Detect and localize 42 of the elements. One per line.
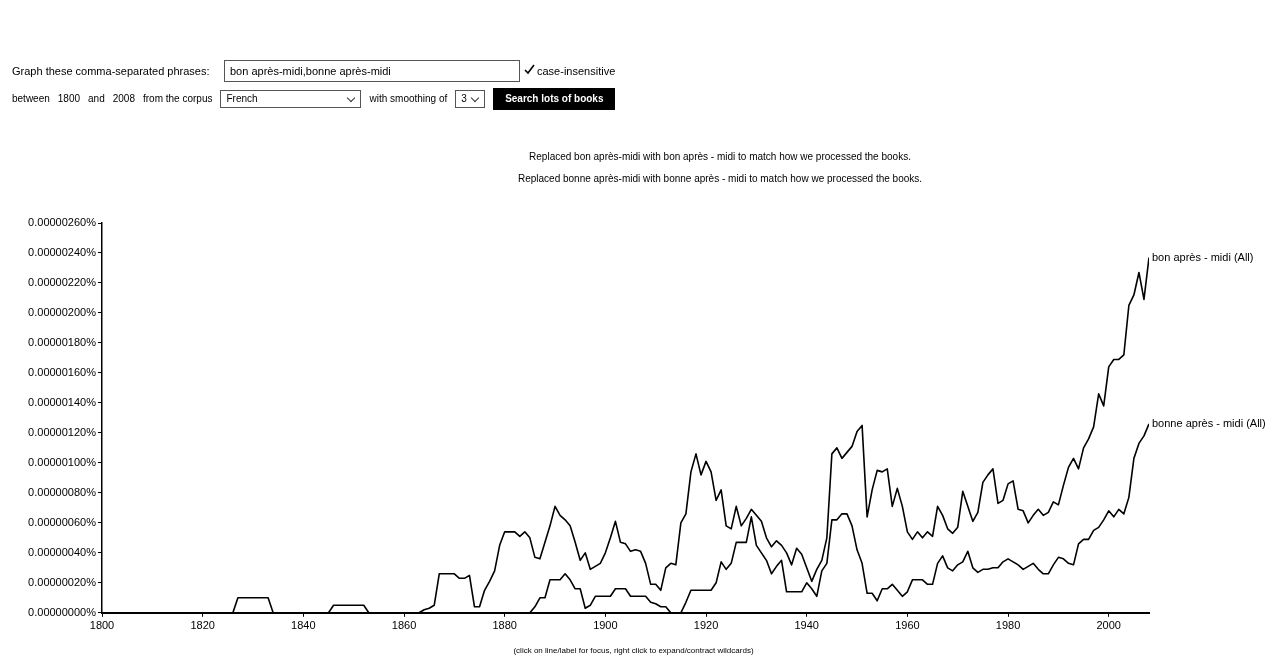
series-label: bon après - midi (All) [1152, 250, 1254, 263]
series-label: bonne après - midi (All) [1152, 416, 1266, 429]
text: from the corpus [143, 92, 213, 106]
y-tick-label: 0.00000120% [28, 425, 97, 438]
text: (click on line/label for focus, right click to expand/contract wildcards) [512, 645, 755, 657]
y-tick-label: 0.00000020% [28, 575, 97, 588]
x-tick-label: 2000 [1096, 619, 1121, 632]
y-tick-label: 0.00000140% [28, 395, 97, 408]
x-tick-label: 1880 [492, 619, 517, 632]
x-tick-label: 1940 [794, 619, 819, 632]
text: between [12, 92, 50, 106]
text: case-insensitive [537, 64, 616, 78]
x-tick-label: 1960 [895, 619, 920, 632]
y-tick-label: 0.00000180% [28, 335, 97, 348]
corpus-dropdown: French [220, 90, 362, 108]
x-tick-label: 1920 [693, 619, 719, 632]
x-tick-label: 1800 [89, 619, 115, 632]
y-tick-label: 0.00000000% [28, 605, 97, 618]
text: Graph these comma-separated phrases: [12, 64, 210, 78]
y-tick-label: 0.00000260% [28, 216, 97, 229]
y-tick-label: 0.00000040% [28, 545, 97, 558]
text: Replaced bonne après-midi with bonne après - midi to match how we processed the books. [516, 173, 924, 184]
search-button: Search lots of books [493, 88, 616, 110]
y-tick-label: 0.00000100% [28, 455, 97, 468]
y-tick-label: 0.00000240% [28, 246, 97, 259]
x-tick-label: 1900 [593, 619, 618, 632]
text: and [88, 92, 105, 106]
text: 2008 [112, 92, 135, 106]
text: with smoothing of [369, 92, 448, 106]
text: Replaced bon après-midi with bon après - midi to match how we processed the books. [528, 151, 912, 162]
y-tick-label: 0.00000220% [28, 276, 97, 288]
y-tick-label: 0.00000060% [28, 515, 97, 528]
y-tick-label: 0.00000080% [28, 485, 97, 498]
x-tick-label: 1820 [190, 619, 215, 632]
x-tick-label: 1860 [391, 619, 417, 632]
y-tick-label: 0.00000160% [28, 365, 97, 378]
y-tick-label: 0.00000200% [28, 305, 97, 318]
x-tick-label: 1980 [995, 619, 1021, 632]
x-tick-label: 1840 [291, 619, 316, 632]
text: 1800 [57, 92, 81, 106]
smoothing-dropdown: 3 [455, 90, 486, 108]
text-field: bon après-midi,bonne après-midi [224, 60, 520, 82]
